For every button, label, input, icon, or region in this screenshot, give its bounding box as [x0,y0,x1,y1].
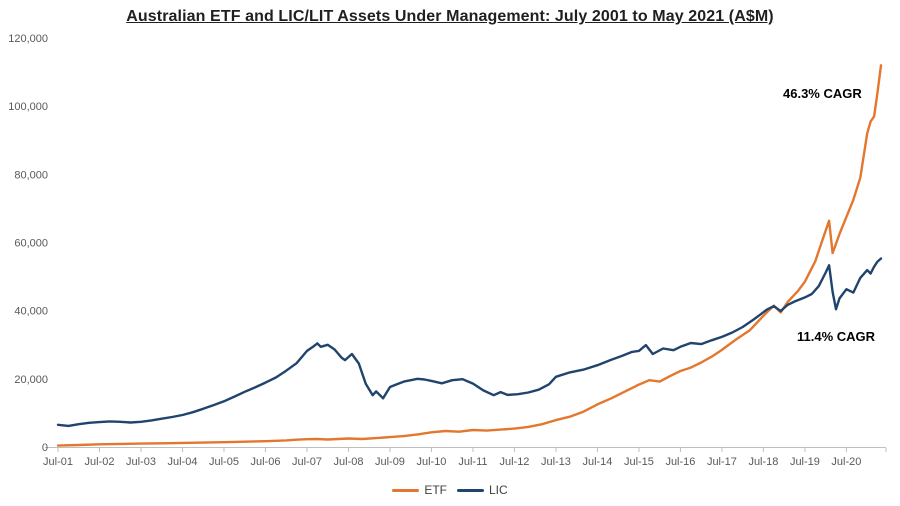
x-axis-tick-label: Jul-04 [168,456,198,468]
legend-label-lic: LIC [488,483,508,497]
annotation-lic-cagr: 11.4% CAGR [797,329,876,344]
y-axis-tick-label: 100,000 [8,101,48,113]
chart-legend: ETF LIC [0,483,900,497]
x-axis-tick-label: Jul-10 [416,456,446,468]
lic-line [56,257,883,428]
y-axis-tick-label: 80,000 [14,169,48,181]
x-axis-tick-label: Jul-01 [43,456,73,468]
x-axis-tick-label: Jul-07 [292,456,322,468]
legend-label-etf: ETF [424,483,447,497]
x-axis-tick-label: Jul-09 [375,456,405,468]
x-axis-tick-label: Jul-02 [85,456,115,468]
legend-item-lic: LIC [456,483,508,497]
x-axis-tick-label: Jul-19 [790,456,820,468]
x-axis-tick-label: Jul-13 [541,456,571,468]
x-axis-tick-label: Jul-11 [458,456,487,468]
x-axis-tick-label: Jul-05 [209,456,239,468]
x-axis-tick-label: Jul-06 [250,456,280,468]
x-axis-tick-label: Jul-17 [707,456,737,468]
x-axis-tick-label: Jul-14 [582,456,612,468]
y-axis-tick-label: 20,000 [14,374,48,386]
legend-item-etf: ETF [392,483,447,497]
x-axis-tick-label: Jul-12 [499,456,529,468]
annotation-etf-cagr: 46.3% CAGR [783,86,862,101]
x-axis-tick-label: Jul-18 [748,456,778,468]
y-axis-tick-label: 60,000 [14,238,48,250]
x-axis-tick-label: Jul-08 [333,456,363,468]
chart-title: Australian ETF and LIC/LIT Assets Under … [126,8,774,25]
lic-line-swatch-icon [456,488,484,492]
etf-line-swatch-icon [392,488,420,492]
x-axis-tick-label: Jul-15 [624,456,654,468]
x-axis-tick-label: Jul-16 [665,456,695,468]
x-axis-tick-label: Jul-20 [831,456,861,468]
y-axis-tick-label: 40,000 [14,306,48,318]
x-axis-tick-label: Jul-03 [126,456,156,468]
y-axis-tick-label: 0 [42,442,48,454]
etf-line [56,64,883,447]
y-axis-tick-label: 120,000 [8,33,48,45]
